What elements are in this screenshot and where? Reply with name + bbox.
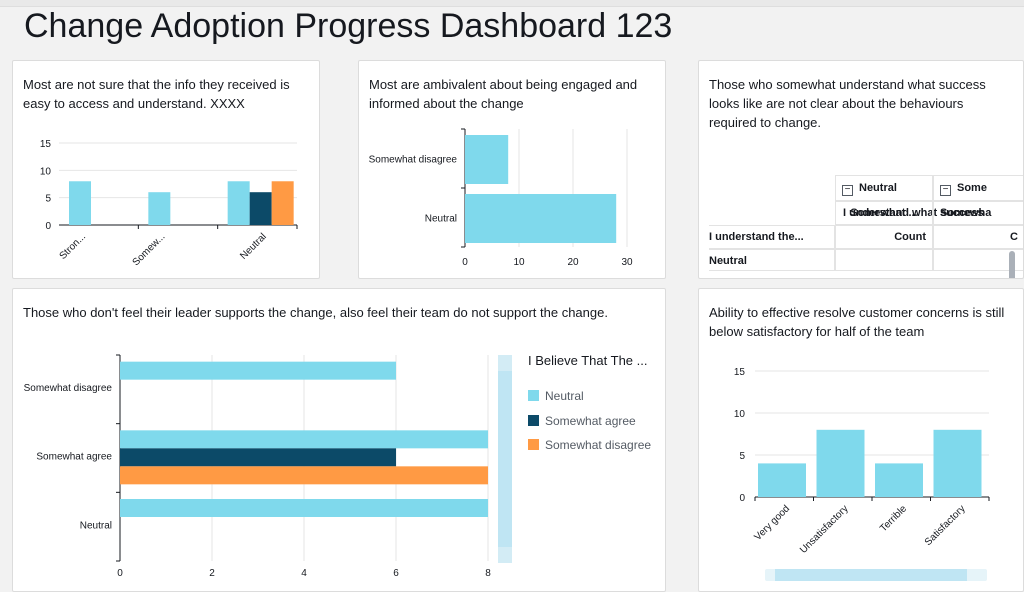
card-title: Those who somewhat understand what succe…: [709, 77, 986, 130]
bar-chart-customer-concerns: 0 5 10 15 Very good Unsatisfactory Terrible Sat…: [734, 367, 990, 581]
card-title: Most are ambivalent about being engaged …: [369, 77, 638, 111]
bar: [69, 181, 91, 225]
legend-title: I Believe That The ...: [528, 353, 648, 368]
collapse-icon[interactable]: −: [940, 185, 951, 196]
pivot-cell: [933, 249, 1023, 271]
x-tick-label: 0: [117, 568, 123, 579]
chart-card-leader-support[interactable]: Those who don't feel their leader suppor…: [12, 288, 666, 592]
card-title: Ability to effective resolve customer co…: [709, 305, 1005, 339]
x-tick-label: 4: [301, 568, 307, 579]
x-tick-label: 30: [621, 257, 633, 268]
x-tick-label: Neutral: [238, 231, 269, 262]
pivot-measure: C: [933, 225, 1023, 249]
legend-item-neutral[interactable]: Neutral: [528, 389, 584, 403]
pivot-row-label: Neutral: [709, 249, 835, 271]
x-tick-label: Stron...: [58, 231, 89, 262]
bar: [465, 135, 509, 184]
y-tick-label: Neutral: [425, 214, 457, 225]
dashboard-title: Change Adoption Progress Dashboard 123: [24, 7, 673, 45]
pivot-group-neutral[interactable]: − Neutral: [835, 175, 933, 201]
y-tick-label: 0: [45, 221, 51, 232]
y-tick-label: Somewhat agree: [36, 452, 112, 463]
pivot-row-header: I understand the...: [709, 225, 835, 249]
bar: [120, 448, 396, 467]
x-tick-label: Somew...: [131, 231, 168, 268]
pivot-column-header: I understand what success: [843, 207, 984, 219]
card-title: Those who don't feel their leader suppor…: [23, 305, 608, 320]
hbar-chart-leader-support: 0 2 4 6 8 Somewhat disagree Somewhat agree Neut…: [24, 354, 512, 579]
legend-item-somewhat-disagree[interactable]: Somewhat disagree: [528, 438, 651, 452]
bar: [933, 429, 982, 497]
bar-chart-info-access: 0 5 10 15 Stron... Somew... Neutral: [40, 139, 298, 268]
vertical-scrollbar[interactable]: [1009, 251, 1015, 278]
y-tick-label: 0: [739, 493, 745, 504]
bar: [758, 463, 806, 497]
y-tick-label: 5: [45, 194, 51, 205]
pivot-subheader: Somewhat ...: [835, 201, 933, 225]
bar: [120, 361, 396, 380]
zoom-bar-thumb: [775, 569, 967, 581]
y-tick-label: 10: [734, 409, 746, 420]
y-tick-label: Somewhat disagree: [24, 383, 113, 394]
chart-card-info-access[interactable]: Most are not sure that the info they rec…: [12, 60, 320, 279]
pivot-measure: Count: [835, 225, 933, 249]
top-bar: [0, 0, 1024, 7]
y-tick-label: 10: [40, 166, 52, 177]
x-tick-label: Terrible: [878, 503, 909, 534]
bar: [120, 499, 488, 517]
pivot-card-success[interactable]: Those who somewhat understand what succe…: [698, 60, 1024, 279]
x-tick-label: Satisfactory: [923, 503, 968, 548]
collapse-icon[interactable]: −: [842, 185, 853, 196]
x-tick-label: 8: [485, 568, 491, 579]
legend-swatch: [528, 415, 539, 426]
bar: [120, 430, 488, 449]
bar: [271, 181, 294, 225]
pivot-cell: [835, 249, 933, 271]
bar: [227, 181, 250, 225]
chart-card-customer-concerns[interactable]: Ability to effective resolve customer co…: [698, 288, 1024, 592]
pivot-subheader: Somewha: [933, 201, 1023, 225]
x-tick-label: 0: [462, 257, 468, 268]
legend-scroll-thumb: [498, 371, 512, 547]
card-title: Most are not sure that the info they rec…: [23, 77, 290, 111]
chart-card-engagement[interactable]: Most are ambivalent about being engaged …: [358, 60, 666, 279]
y-tick-label: 5: [739, 451, 745, 462]
pivot-table[interactable]: I understand what success − Neutral − Some…: [699, 61, 1023, 278]
x-tick-label: 2: [209, 568, 215, 579]
y-tick-label: Neutral: [80, 520, 112, 531]
bar: [875, 463, 923, 497]
x-tick-label: 20: [567, 257, 579, 268]
bar: [816, 429, 865, 497]
legend-swatch: [528, 390, 539, 401]
y-tick-label: Somewhat disagree: [369, 155, 458, 166]
y-tick-label: 15: [734, 367, 746, 378]
bar: [249, 192, 272, 225]
pivot-group-somewhat[interactable]: − Some: [933, 175, 1023, 201]
y-tick-label: 15: [40, 139, 52, 150]
x-tick-label: Unsatisfactory: [798, 503, 851, 556]
hbar-chart-engagement: 0 10 20 30 Somewhat disagree Neutral: [369, 128, 633, 268]
legend-item-somewhat-agree[interactable]: Somewhat agree: [528, 414, 636, 428]
bar: [148, 192, 171, 225]
bar: [120, 466, 488, 485]
x-tick-label: 6: [393, 568, 399, 579]
x-tick-label: Very good: [752, 503, 792, 543]
bar: [465, 194, 617, 243]
legend-swatch: [528, 439, 539, 450]
x-tick-label: 10: [513, 257, 525, 268]
